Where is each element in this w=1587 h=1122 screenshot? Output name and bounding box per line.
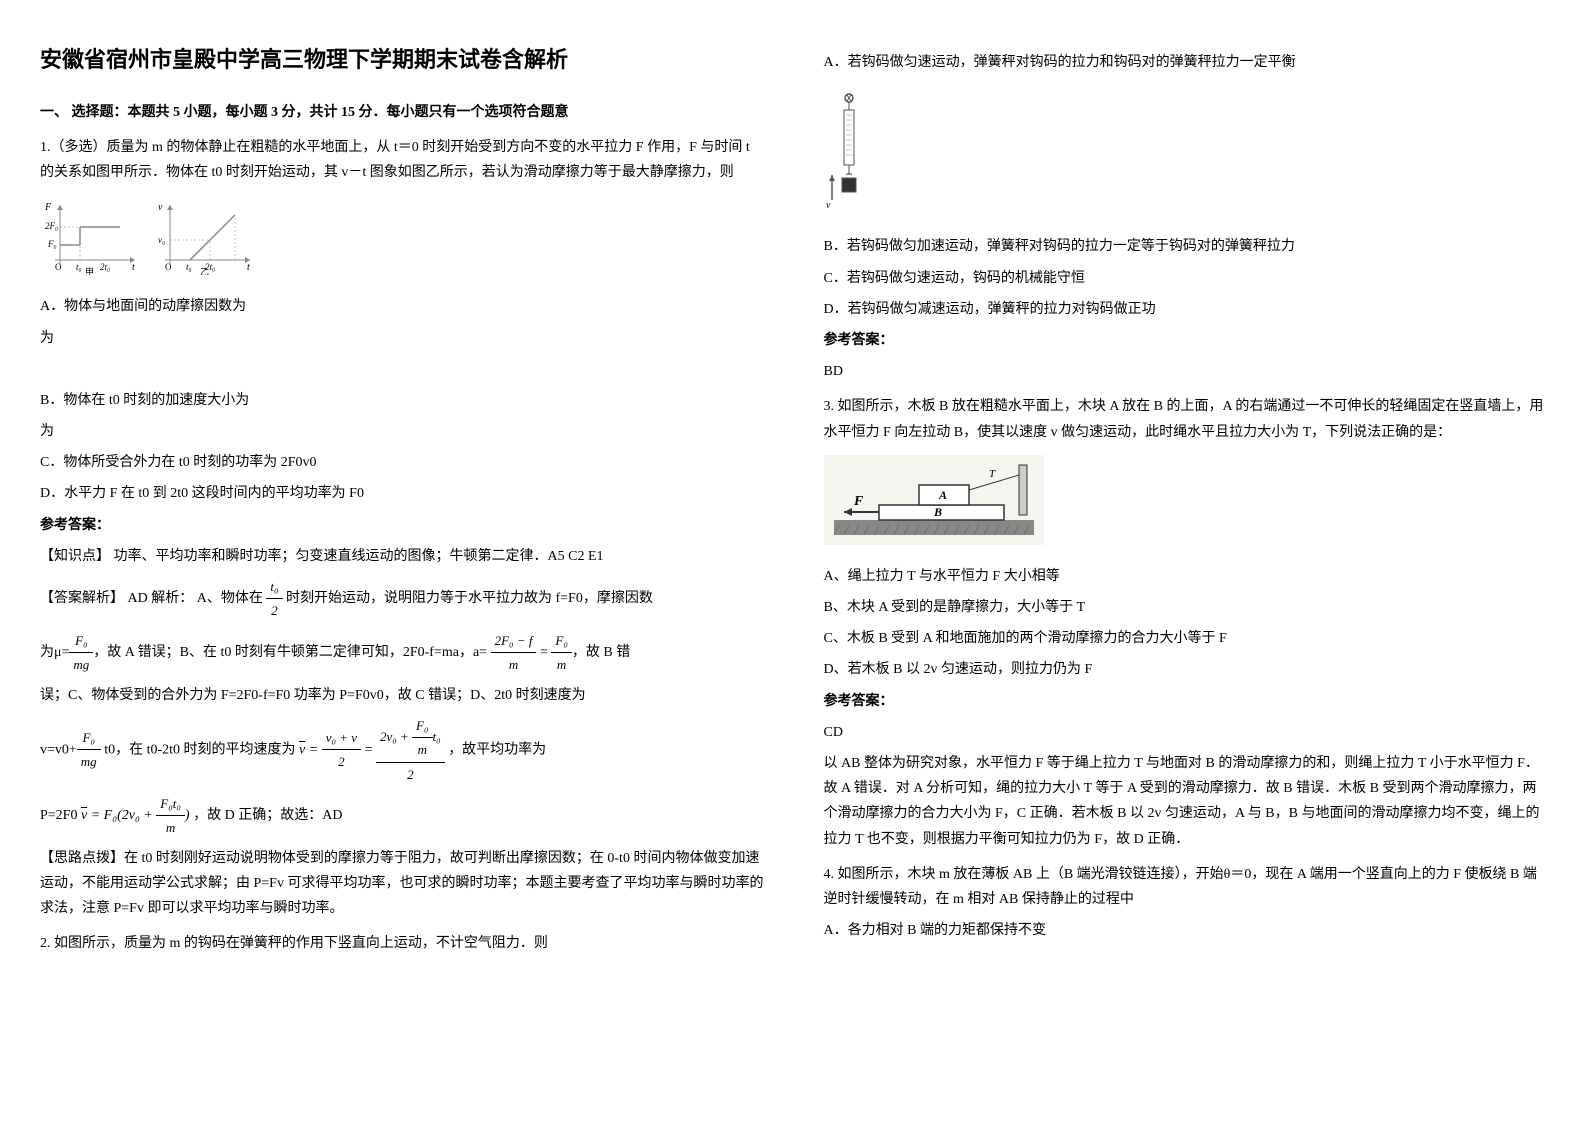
q1-optD: D．水平力 F 在 t0 到 2t0 这段时间内的平均功率为 F0: [40, 481, 764, 506]
q1-a8b: ，故 D 正确；故选：AD: [193, 808, 342, 823]
svg-text:t: t: [132, 262, 135, 273]
q1-analysis2: 为μ=F₀mg，故 A 错误；B、在 t0 时刻有牛顿第二定律可知，2F0-f=…: [40, 629, 764, 677]
q2-optA: A．若钩码做匀速运动，弹簧秤对钩码的拉力和钩码对的弹簧秤拉力一定平衡: [824, 50, 1548, 75]
q3-optC: C、木板 B 受到 A 和地面施加的两个滑动摩擦力的合力大小等于 F: [824, 626, 1548, 651]
section-title: 一、 选择题：本题共 5 小题，每小题 3 分，共计 15 分．每小题只有一个选…: [40, 100, 764, 125]
left-column: 安徽省宿州市皇殿中学高三物理下学期期末试卷含解析 一、 选择题：本题共 5 小题…: [40, 40, 764, 966]
q4-stem: 4. 如图所示，木块 m 放在薄板 AB 上（B 端光滑铰链连接），开始θ＝0，…: [824, 862, 1548, 912]
q1-a7: ，故平均功率为: [448, 742, 546, 757]
q1-stem: 1.（多选）质量为 m 的物体静止在粗糙的水平地面上，从 t＝0 时刻开始受到方…: [40, 135, 764, 185]
q1-optA-cont: 为: [40, 326, 764, 351]
svg-text:F: F: [853, 494, 864, 509]
svg-text:v₀: v₀: [158, 235, 165, 245]
svg-text:B: B: [933, 505, 942, 519]
q1-a6: v=v0+: [40, 742, 77, 757]
svg-text:甲: 甲: [85, 267, 94, 275]
q1-answer-label: 参考答案：: [40, 513, 764, 538]
q1-optB-cont: 为: [40, 419, 764, 444]
q3-optA: A、绳上拉力 T 与水平恒力 F 大小相等: [824, 564, 1548, 589]
q1-knowledge: 【知识点】 功率、平均功率和瞬时功率；匀变速直线运动的图像；牛顿第二定律．A5 …: [40, 544, 764, 569]
svg-text:v: v: [826, 200, 831, 210]
question-2-cont: A．若钩码做匀速运动，弹簧秤对钩码的拉力和钩码对的弹簧秤拉力一定平衡: [824, 50, 1548, 384]
q1-a2: 为μ=: [40, 645, 69, 660]
q3-answer: CD: [824, 720, 1548, 745]
svg-text:F: F: [44, 202, 52, 213]
q2-stem: 2. 如图所示，质量为 m 的钩码在弹簧秤的作用下竖直向上运动，不计空气阻力．则: [40, 931, 764, 956]
q3-answer-label: 参考答案：: [824, 689, 1548, 714]
svg-text:2F₀: 2F₀: [45, 221, 58, 231]
q2-answer-label: 参考答案：: [824, 328, 1548, 353]
q4-optA: A．各力相对 B 端的力矩都保持不变: [824, 918, 1548, 943]
q2-optD: D．若钩码做匀减速运动，弹簧秤的拉力对钩码做正功: [824, 297, 1548, 322]
q1-analysis-label: 【答案解析】 AD 解析： A、物体在: [40, 591, 263, 606]
q3-optB: B、木块 A 受到的是静摩擦力，大小等于 T: [824, 595, 1548, 620]
q1-analysis5: P=2F0 v = F₀(2v₀ + F₀t₀m) ，故 D 正确；故选：AD: [40, 792, 764, 840]
question-3: 3. 如图所示，木板 B 放在粗糙水平面上，木块 A 放在 B 的上面，A 的右…: [824, 394, 1548, 851]
right-column: A．若钩码做匀速运动，弹簧秤对钩码的拉力和钩码对的弹簧秤拉力一定平衡: [824, 40, 1548, 966]
question-1: 1.（多选）质量为 m 的物体静止在粗糙的水平地面上，从 t＝0 时刻开始受到方…: [40, 135, 764, 922]
svg-text:A: A: [938, 488, 947, 502]
q1-think: 【思路点拨】在 t0 时刻刚好运动说明物体受到的摩擦力等于阻力，故可判断出摩擦因…: [40, 846, 764, 922]
q1-analysis4: v=v0+F₀mg t0，在 t0-2t0 时刻的平均速度为 v = v₀ + …: [40, 714, 764, 786]
q3-diagram: B A F T: [824, 455, 1548, 554]
svg-text:O: O: [165, 262, 172, 272]
q1-optA: A．物体与地面间的动摩擦因数为: [40, 294, 764, 319]
question-4: 4. 如图所示，木块 m 放在薄板 AB 上（B 端光滑铰链连接），开始θ＝0，…: [824, 862, 1548, 944]
svg-text:F₀: F₀: [47, 239, 57, 249]
q2-answer: BD: [824, 359, 1548, 384]
q3-optD: D、若木板 B 以 2v 匀速运动，则拉力仍为 F: [824, 657, 1548, 682]
q2-optB: B．若钩码做匀加速运动，弹簧秤对钩码的拉力一定等于钩码对的弹簧秤拉力: [824, 234, 1548, 259]
svg-text:t: t: [247, 262, 250, 273]
q1-a1: 时刻开始运动，说明阻力等于水平拉力故为 f=F0，摩擦因数: [286, 591, 653, 606]
q3-explain: 以 AB 整体为研究对象，水平恒力 F 等于绳上拉力 T 与地面对 B 的滑动摩…: [824, 751, 1548, 852]
svg-text:t₀: t₀: [76, 262, 82, 272]
q1-analysis3: 误；C、物体受到的合外力为 F=2F0-f=F0 功率为 P=F0v0，故 C …: [40, 683, 764, 708]
q1-a8: P=2F0: [40, 808, 77, 823]
q1-a4: ，故 B 错: [572, 645, 630, 660]
q2-diagram: v: [824, 90, 1548, 219]
question-2-start: 2. 如图所示，质量为 m 的钩码在弹簧秤的作用下竖直向上运动，不计空气阻力．则: [40, 931, 764, 956]
q1-optC: C．物体所受合外力在 t0 时刻的功率为 2F0v0: [40, 450, 764, 475]
q1-analysis: 【答案解析】 AD 解析： A、物体在 t₀2 时刻开始运动，说明阻力等于水平拉…: [40, 575, 764, 623]
svg-text:t₀: t₀: [186, 262, 192, 272]
svg-text:T: T: [989, 468, 996, 480]
q3-stem: 3. 如图所示，木板 B 放在粗糙水平面上，木块 A 放在 B 的上面，A 的右…: [824, 394, 1548, 444]
svg-text:O: O: [55, 262, 62, 272]
q1-a3: ，故 A 错误；B、在 t0 时刻有牛顿第二定律可知，2F0-f=ma，a=: [93, 645, 487, 660]
svg-text:v: v: [158, 202, 163, 213]
q1-optB: B．物体在 t0 时刻的加速度大小为: [40, 388, 764, 413]
svg-text:乙: 乙: [200, 267, 209, 275]
q2-optC: C．若钩码做匀速运动，钩码的机械能守恒: [824, 266, 1548, 291]
svg-text:2t₀: 2t₀: [100, 262, 110, 272]
q1-a6b: t0，在 t0-2t0 时刻的平均速度为: [104, 742, 295, 757]
q1-graph: F t 2F₀ F₀ t₀ 2t₀ O 甲: [40, 195, 764, 284]
page-title: 安徽省宿州市皇殿中学高三物理下学期期末试卷含解析: [40, 40, 764, 80]
